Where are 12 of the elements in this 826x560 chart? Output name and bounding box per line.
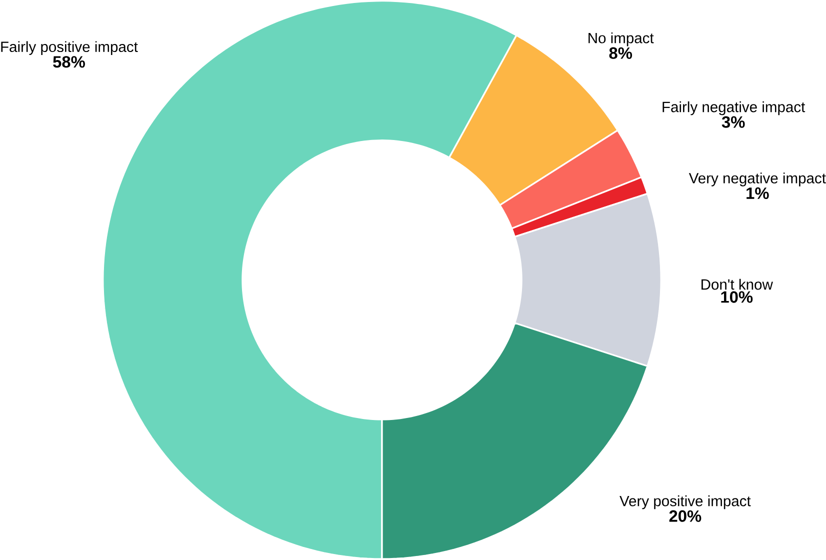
slice-label: Fairly positive impact bbox=[1, 41, 138, 56]
data-label: 20% bbox=[669, 510, 702, 522]
data-label: 1% bbox=[746, 188, 769, 200]
slice-label: Very negative impact bbox=[688, 172, 826, 186]
slice-label: Fairly negative impact bbox=[662, 101, 806, 116]
slice-label: No impact bbox=[588, 32, 654, 46]
slice-label: Don't know bbox=[702, 278, 773, 290]
data-label: 3% bbox=[722, 116, 745, 128]
data-label: 58% bbox=[53, 56, 85, 68]
data-label: 8% bbox=[609, 47, 632, 59]
data-label: 10% bbox=[721, 291, 753, 303]
slice-label: Very positive impact bbox=[620, 495, 751, 510]
